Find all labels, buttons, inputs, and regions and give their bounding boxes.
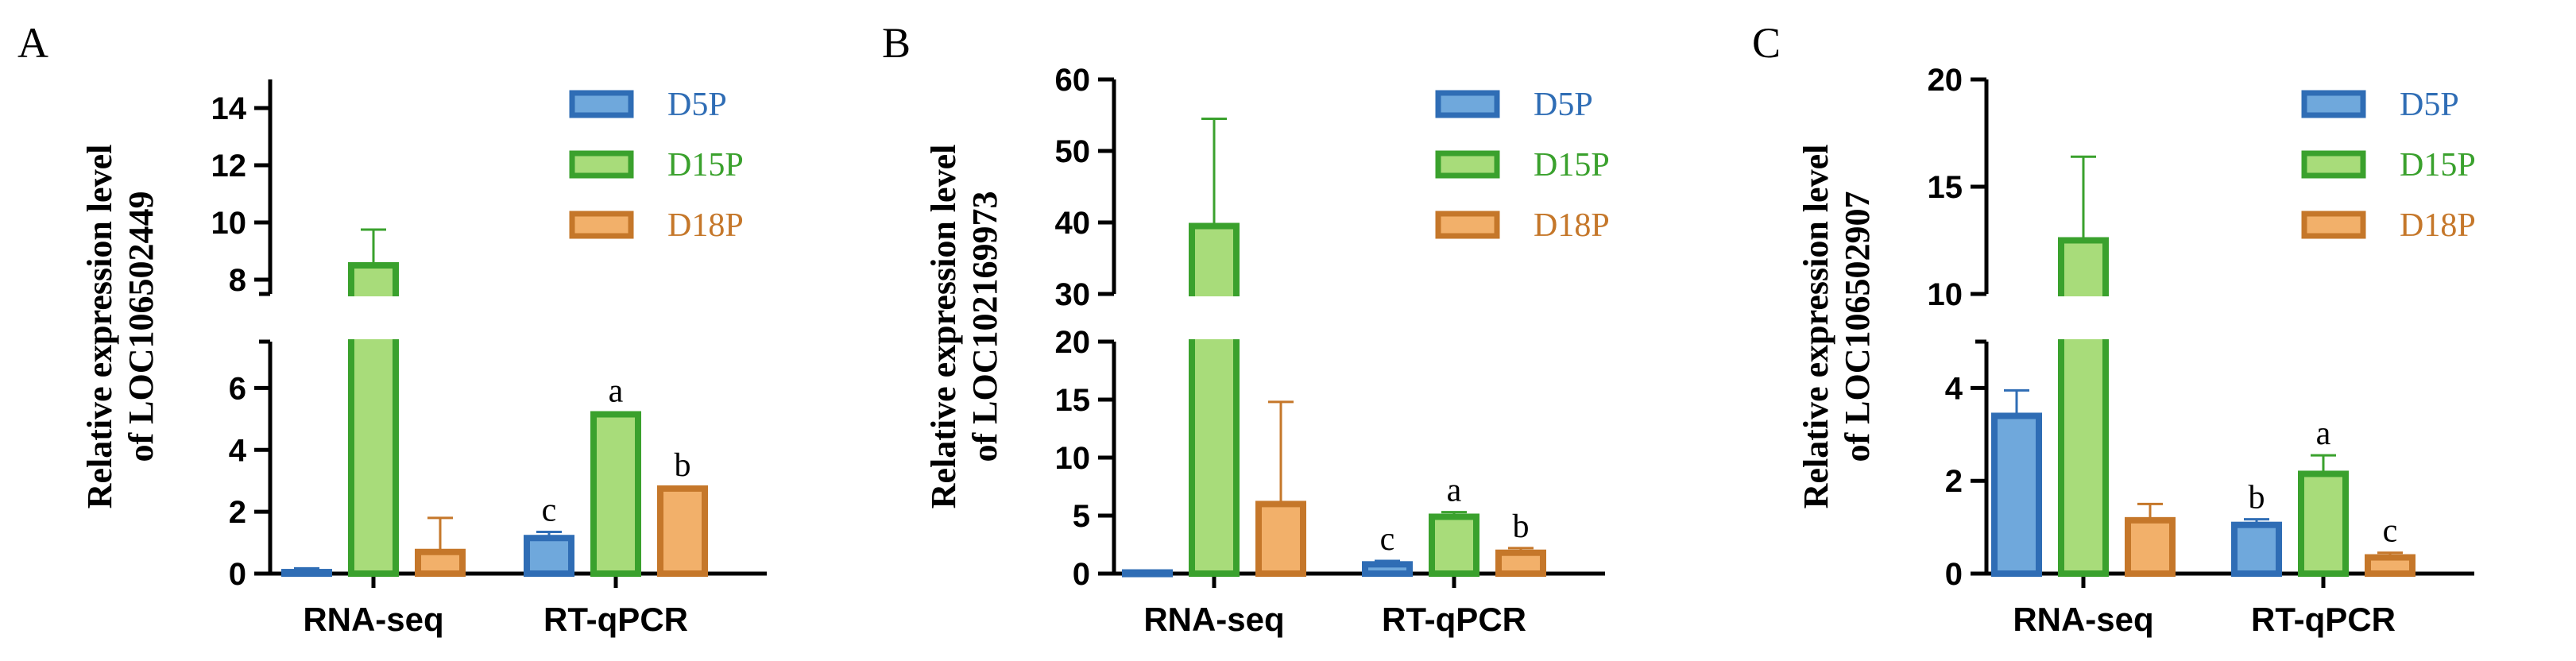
y-axis-title-line: of LOC106502449 [122,191,161,462]
significance-letter: a [2316,416,2331,452]
x-category-label: RT-qPCR [1382,601,1526,638]
y-tick-label: 6 [229,371,246,406]
bar-D15P-RT-qPCR [590,411,641,578]
y-tick-label: 4 [1945,371,1963,406]
bar-D18P-RNA-seq [415,548,466,577]
legend-swatch-D15P [2301,150,2366,179]
legend-swatch-D5P [2301,90,2366,118]
bar-D5P-RT-qPCR [2231,521,2282,577]
significance-letter: b [1513,508,1530,545]
bar-D5P-RT-qPCR [1362,561,1413,578]
y-tick-label: 15 [1055,383,1091,418]
panel-A: A Relative expression level of LOC10650244… [17,19,767,638]
significance-letter: c [542,492,557,528]
bar-D18P-RT-qPCR [2365,554,2415,577]
bar-break-gap [345,296,402,339]
y-tick-label: 30 [1055,277,1091,312]
y-tick-label: 10 [1055,441,1091,476]
legend-label-D5P: D5P [2400,87,2459,123]
bar-D18P-RT-qPCR [657,485,708,578]
legend-label-D15P: D15P [2400,147,2476,184]
legend-label-D5P: D5P [1534,87,1593,123]
legend-label-D18P: D18P [1534,207,1610,244]
bar-D18P-RNA-seq [1255,501,1306,578]
significance-letter: b [675,447,691,484]
bar-D18P-RNA-seq [2125,516,2176,578]
y-tick-label: 14 [211,91,247,126]
y-tick-label: 4 [229,433,247,468]
bar-D5P-RNA-seq [281,569,332,578]
y-axis-title-line: of LOC102169973 [965,191,1004,462]
bar-D15P-RNA-seq [1189,222,1240,577]
y-tick-label: 0 [1073,557,1090,592]
bar-break-gap [1186,296,1243,339]
y-tick-label: 10 [1928,277,1963,312]
legend-label-D5P: D5P [667,87,727,123]
bar-D5P-RNA-seq [1991,412,2042,577]
bar-D15P-RT-qPCR [2298,470,2349,577]
legend-label-D18P: D18P [667,207,744,244]
panel-letter: B [882,19,911,67]
y-tick-label: 2 [1945,464,1963,499]
legend-swatch-D18P [2301,211,2366,239]
y-tick-label: 40 [1055,206,1091,241]
x-category-label: RT-qPCR [543,601,688,638]
significance-letter: c [1380,521,1395,558]
legend-swatch-D15P [569,150,634,179]
panel-letter: A [17,19,48,67]
y-tick-label: 8 [229,263,246,298]
bar-break-gap [2055,296,2112,339]
panel-letter: C [1752,19,1781,67]
significance-letter: c [2383,513,2398,550]
x-category-label: RNA-seq [303,601,443,638]
legend-label-D18P: D18P [2400,207,2476,244]
significance-letter: a [609,373,624,410]
legend-swatch-D5P [569,90,634,118]
y-tick-label: 20 [1928,63,1963,98]
bar-D5P-RT-qPCR [524,535,574,578]
x-category-label: RNA-seq [2013,601,2153,638]
legend-swatch-D18P [569,211,634,239]
y-tick-label: 15 [1928,170,1963,205]
y-axis-title-line: of LOC106502907 [1838,191,1877,462]
y-tick-label: 0 [229,557,246,592]
legend-label-D15P: D15P [667,147,744,184]
y-tick-label: 60 [1055,63,1091,98]
y-tick-label: 12 [211,149,247,184]
y-axis-title-line: Relative expression level [1797,145,1835,509]
x-category-label: RT-qPCR [2251,601,2396,638]
y-tick-label: 0 [1945,557,1963,592]
y-tick-label: 20 [1055,325,1091,360]
significance-letter: b [2249,480,2265,516]
legend-swatch-D15P [1435,150,1500,179]
panel-B: B Relative expression level of LOC10216997… [882,19,1610,638]
x-category-label: RNA-seq [1143,601,1284,638]
y-tick-label: 10 [211,206,247,241]
significance-letter: a [1447,473,1462,509]
y-tick-label: 5 [1073,499,1090,534]
y-tick-label: 2 [229,495,246,530]
bar-D15P-RNA-seq [2058,237,2109,577]
legend-swatch-D18P [1435,211,1500,239]
panel-C: C Relative expression level of LOC10650290… [1752,19,2476,638]
legend-swatch-D5P [1435,90,1500,118]
legend-label-D15P: D15P [1534,147,1610,184]
y-axis-title-line: Relative expression level [924,145,963,509]
y-tick-label: 50 [1055,134,1091,169]
y-axis-title-line: Relative expression level [80,145,119,509]
bar-D18P-RT-qPCR [1495,549,1546,577]
bar-D15P-RT-qPCR [1429,513,1479,578]
